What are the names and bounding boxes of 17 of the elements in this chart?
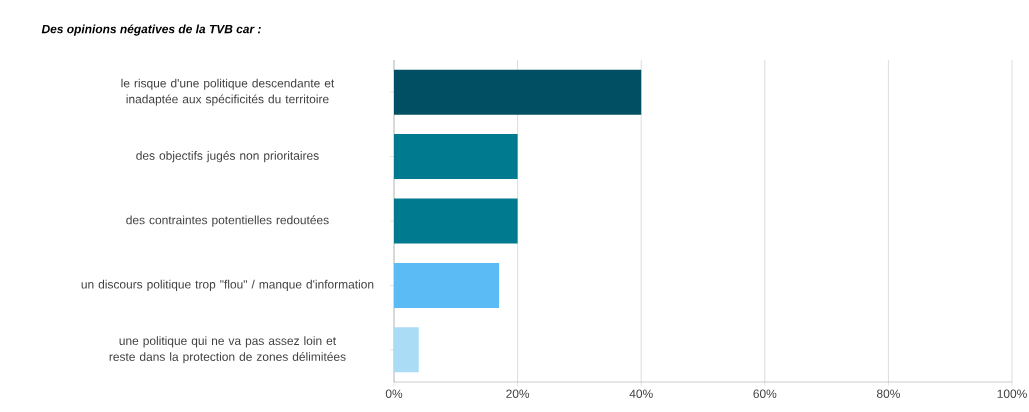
y-tick-label: des objectifs jugés non prioritaires	[136, 150, 319, 163]
x-tick-label: 40%	[629, 389, 653, 398]
y-tick-label: un discours politique trop "flou" / manque d'information	[81, 279, 374, 291]
bar	[394, 262, 500, 308]
bar	[394, 69, 642, 115]
y-tick-label: le risque d'une politique descendante et inadaptée aux spécificités du territoire	[121, 78, 335, 106]
x-tick-label: 100%	[997, 389, 1027, 398]
bar	[394, 134, 518, 180]
x-tick-label: 60%	[753, 389, 777, 398]
bar	[394, 327, 419, 373]
y-tick-label: une politique qui ne va pas assez loin et reste dans la protection de zones délimitées	[109, 336, 346, 364]
bar	[394, 198, 518, 244]
x-tick-label: 20%	[506, 389, 530, 398]
y-tick-label: des contraintes potentielles redoutées	[126, 215, 329, 227]
text: Des opinions négatives de la TVB car :	[41, 24, 261, 36]
x-tick-label: 0%	[385, 389, 403, 398]
x-tick-label: 80%	[876, 389, 900, 398]
